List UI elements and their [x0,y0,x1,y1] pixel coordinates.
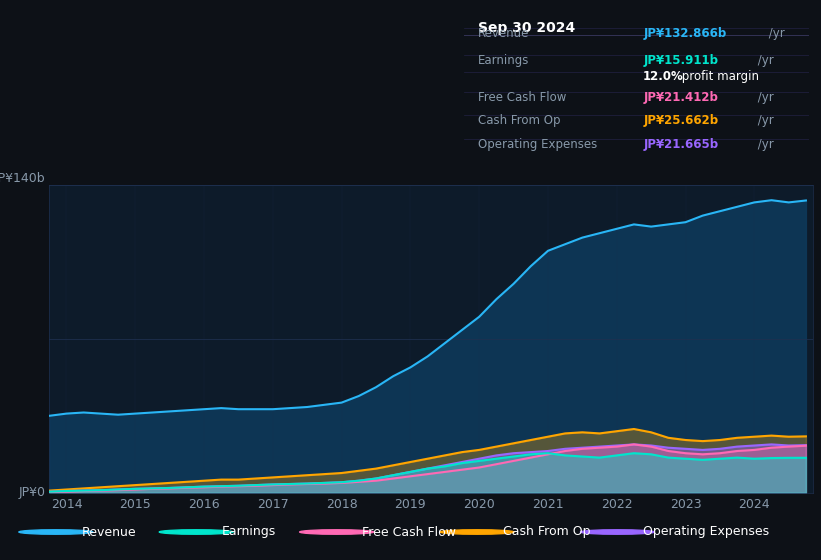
Text: JP¥132.866b: JP¥132.866b [643,27,727,40]
Circle shape [300,530,374,534]
Text: Operating Expenses: Operating Expenses [644,525,769,539]
Text: Cash From Op: Cash From Op [503,525,590,539]
Text: /yr: /yr [754,91,773,104]
Text: Free Cash Flow: Free Cash Flow [363,525,456,539]
Text: Cash From Op: Cash From Op [478,114,560,127]
Text: 12.0%: 12.0% [643,71,684,83]
Text: JP¥0: JP¥0 [18,486,45,500]
Circle shape [19,530,93,534]
Text: profit margin: profit margin [677,71,759,83]
Text: Earnings: Earnings [222,525,277,539]
Text: /yr: /yr [754,138,773,151]
Text: JP¥25.662b: JP¥25.662b [643,114,718,127]
Text: JP¥140b: JP¥140b [0,172,45,185]
Text: /yr: /yr [754,114,773,127]
Circle shape [440,530,514,534]
Text: JP¥21.412b: JP¥21.412b [643,91,718,104]
Text: /yr: /yr [764,27,784,40]
Text: JP¥15.911b: JP¥15.911b [643,54,718,67]
Text: /yr: /yr [754,54,773,67]
Text: Revenue: Revenue [82,525,136,539]
Text: Free Cash Flow: Free Cash Flow [478,91,566,104]
Text: Operating Expenses: Operating Expenses [478,138,597,151]
Text: JP¥21.665b: JP¥21.665b [643,138,718,151]
Circle shape [580,530,654,534]
Text: Sep 30 2024: Sep 30 2024 [478,21,575,35]
Text: Revenue: Revenue [478,27,529,40]
Text: Earnings: Earnings [478,54,529,67]
Circle shape [159,530,233,534]
